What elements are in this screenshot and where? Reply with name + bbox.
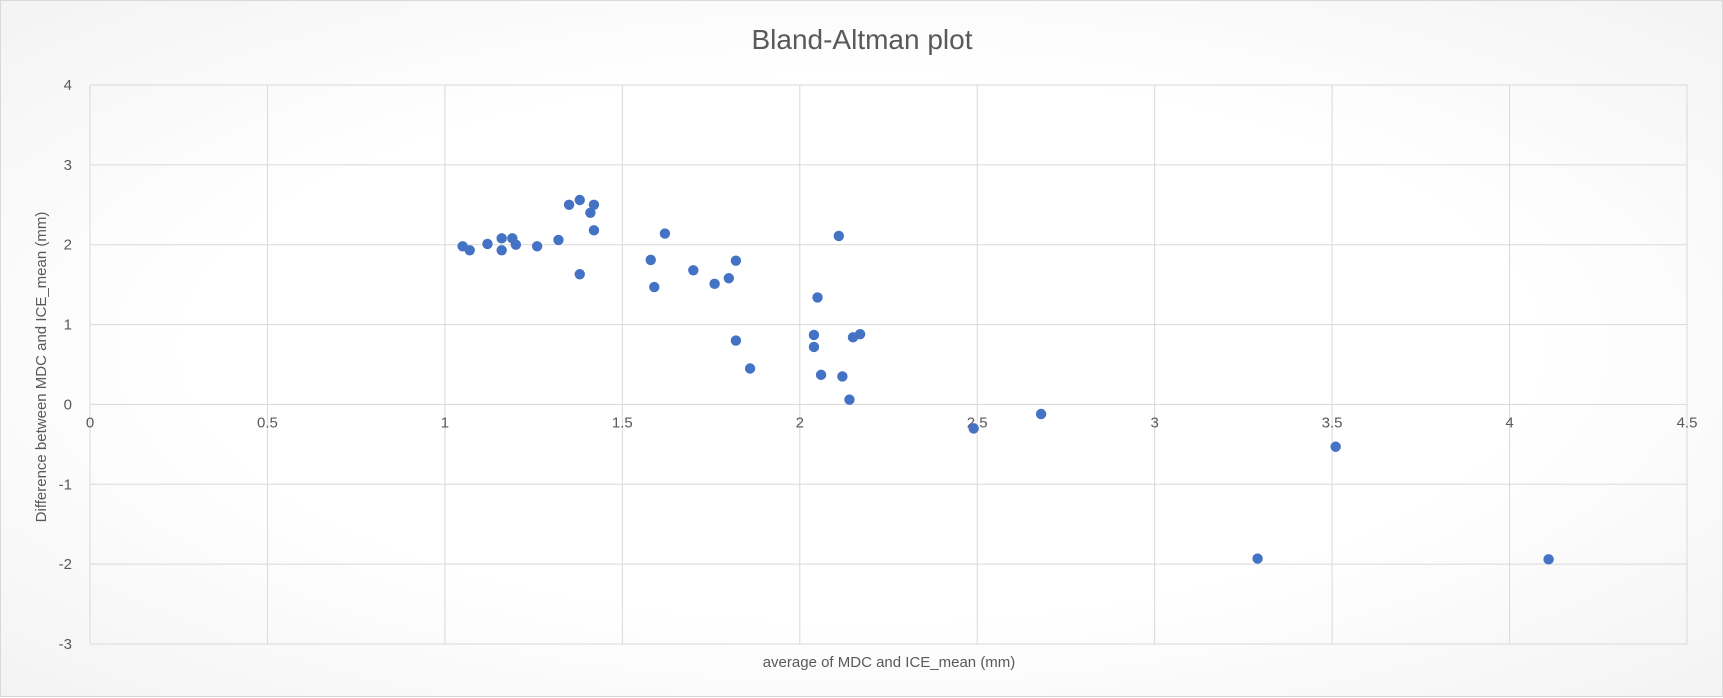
y-tick-label: 2 bbox=[64, 237, 72, 254]
x-tick-label: 3 bbox=[1150, 414, 1158, 431]
data-point bbox=[496, 245, 507, 256]
x-tick-label: 2 bbox=[796, 414, 804, 431]
data-point bbox=[1543, 554, 1554, 565]
y-axis-label: Difference between MDC and ICE_mean (mm) bbox=[33, 212, 50, 523]
data-point bbox=[1035, 408, 1047, 420]
x-axis-ticks: 0 0.5 1 1.5 2 2.5 3 3.5 4 4.5 bbox=[86, 414, 1698, 431]
x-tick-label: 0.5 bbox=[257, 414, 278, 431]
y-tick-label: 3 bbox=[64, 157, 72, 174]
data-point bbox=[1330, 441, 1341, 452]
data-point bbox=[496, 233, 507, 244]
data-point bbox=[730, 255, 742, 266]
data-point bbox=[464, 245, 475, 256]
x-tick-label: 4 bbox=[1505, 414, 1513, 431]
data-point bbox=[709, 278, 720, 290]
data-point bbox=[968, 423, 979, 434]
x-axis-label: average of MDC and ICE_mean (mm) bbox=[763, 654, 1016, 671]
data-point bbox=[688, 265, 699, 276]
data-points bbox=[457, 194, 1554, 565]
chart-title: Bland-Altman plot bbox=[751, 24, 972, 55]
data-point bbox=[837, 371, 848, 382]
data-point bbox=[723, 273, 734, 284]
data-point bbox=[730, 335, 742, 346]
data-point bbox=[588, 225, 600, 236]
data-point bbox=[510, 239, 522, 250]
data-point bbox=[808, 341, 820, 353]
data-point bbox=[649, 281, 660, 293]
data-point bbox=[833, 230, 845, 242]
y-tick-label: 1 bbox=[64, 317, 72, 334]
data-point bbox=[482, 238, 493, 250]
gridlines bbox=[89, 84, 1688, 645]
data-point bbox=[812, 292, 823, 303]
data-point bbox=[854, 328, 866, 340]
data-point bbox=[531, 241, 543, 252]
data-point bbox=[815, 369, 827, 381]
data-point bbox=[844, 394, 855, 405]
data-point bbox=[645, 254, 656, 266]
x-tick-label: 1 bbox=[441, 414, 449, 431]
data-point bbox=[808, 329, 820, 341]
y-tick-label: 0 bbox=[64, 396, 72, 413]
data-point bbox=[563, 199, 575, 210]
data-point bbox=[744, 363, 756, 374]
x-tick-label: 1.5 bbox=[612, 414, 633, 431]
y-tick-label: -2 bbox=[59, 556, 72, 573]
y-tick-label: 4 bbox=[64, 77, 72, 94]
y-tick-label: -1 bbox=[59, 476, 72, 493]
data-point bbox=[659, 228, 671, 239]
x-tick-label: 4.5 bbox=[1677, 414, 1698, 431]
data-point bbox=[588, 199, 600, 210]
x-tick-label: 3.5 bbox=[1322, 414, 1343, 431]
data-point bbox=[585, 207, 596, 218]
y-axis-ticks: -3 -2 -1 0 1 2 3 4 bbox=[59, 77, 72, 653]
y-tick-label: -3 bbox=[59, 636, 72, 653]
data-point bbox=[574, 194, 585, 206]
data-point bbox=[553, 234, 564, 246]
data-point bbox=[574, 269, 585, 280]
data-point bbox=[1252, 553, 1263, 564]
x-tick-label: 0 bbox=[86, 414, 94, 431]
